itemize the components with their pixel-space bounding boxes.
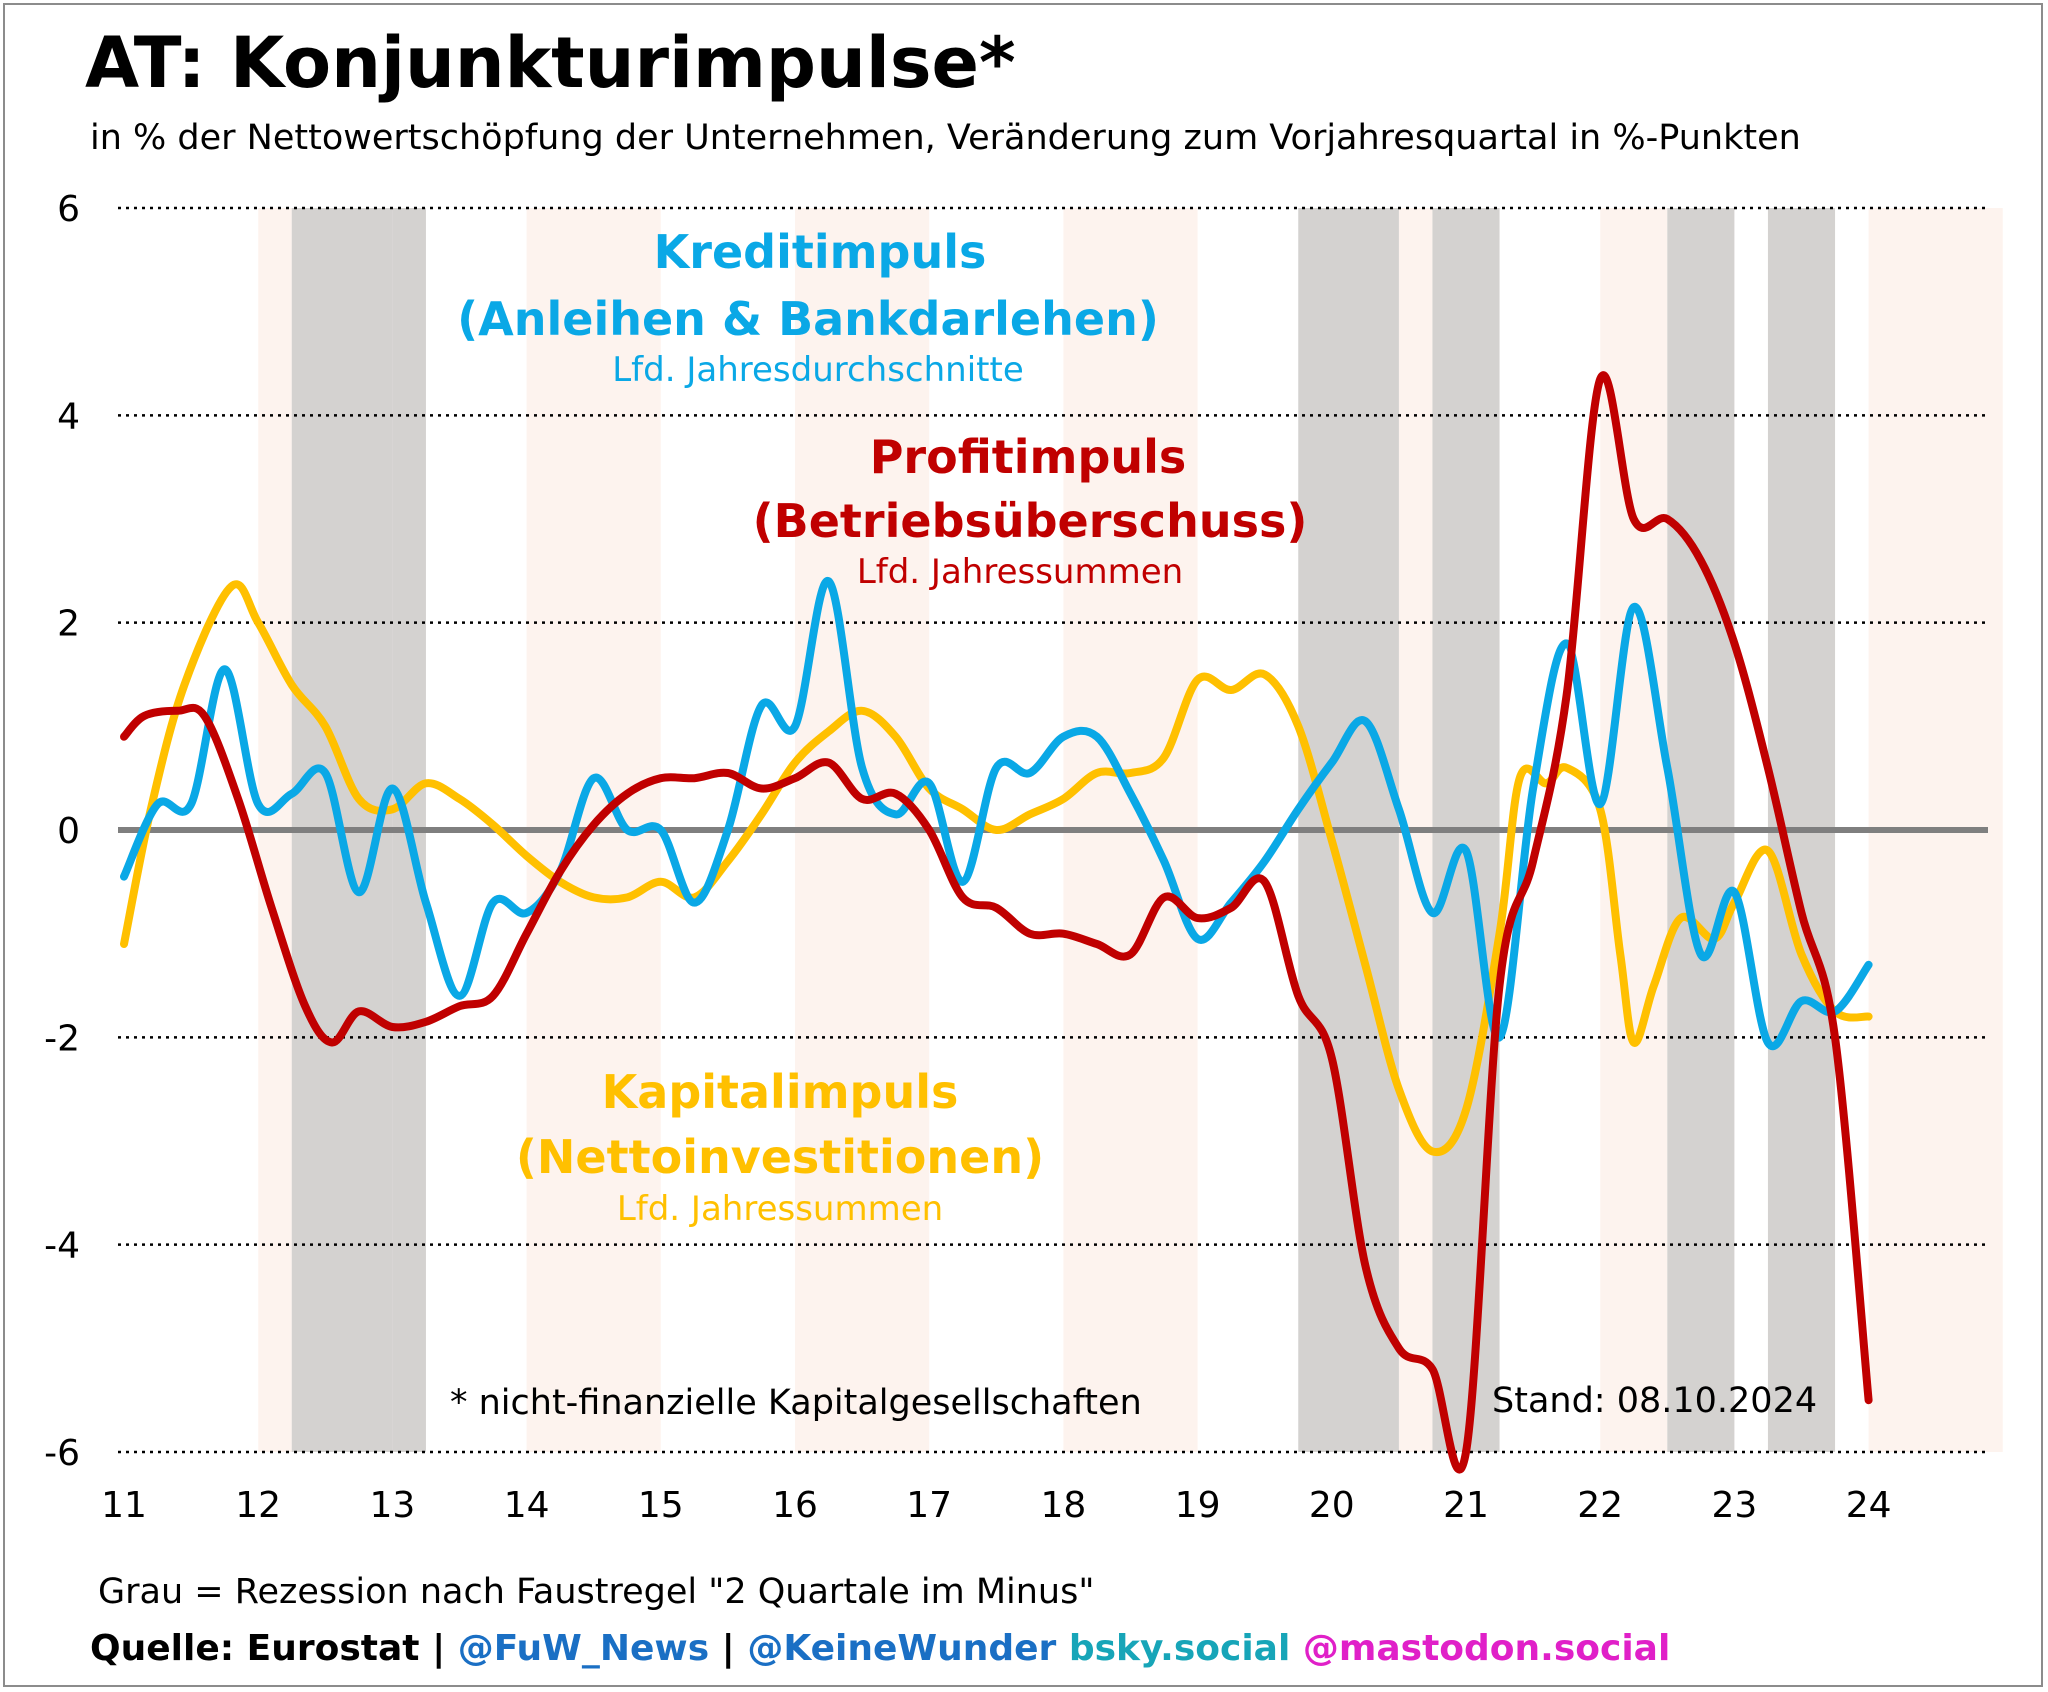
recession-legend-note: Grau = Rezession nach Faustregel "2 Quar… [98, 1572, 1095, 1612]
kredit-label-subtitle: (Anleihen & Bankdarlehen) [457, 292, 1159, 346]
annotation-profitimpuls: Profitimpuls (Betriebsüberschuss) Lfd. J… [753, 430, 1308, 592]
x-tick-label: 18 [1040, 1485, 1086, 1526]
profit-label-title: Profitimpuls [870, 430, 1187, 484]
chart-subtitle: in % der Nettowertschöpfung der Unterneh… [90, 118, 1801, 158]
y-tick-label: 2 [57, 604, 80, 645]
y-tick-label: -2 [44, 1018, 80, 1059]
footnote: * nicht-finanzielle Kapitalgesellschafte… [450, 1383, 1142, 1423]
x-axis-ticks: 11 12 13 14 15 16 17 18 19 20 21 22 23 24 [101, 1485, 1891, 1526]
y-tick-label: 6 [57, 189, 80, 230]
kredit-label-note: Lfd. Jahresdurchschnitte [612, 350, 1024, 390]
y-tick-label: -6 [44, 1433, 80, 1474]
footer-handle-fuw[interactable]: @FuW_News [457, 1628, 710, 1669]
x-tick-label: 14 [504, 1485, 550, 1526]
x-tick-label: 22 [1577, 1485, 1623, 1526]
annotation-kreditimpuls: Kreditimpuls (Anleihen & Bankdarlehen) L… [457, 225, 1159, 390]
x-tick-label: 24 [1846, 1485, 1892, 1526]
series-line-kreditimpuls [120, 577, 1873, 1050]
series-lines [120, 371, 1873, 1474]
x-tick-label: 19 [1175, 1485, 1221, 1526]
footer-handle-keinewunder[interactable]: @KeineWunder [747, 1628, 1057, 1669]
series-line-kapitalimpuls [120, 580, 1873, 1157]
y-axis-ticks: 6 4 2 0 -2 -4 -6 [44, 189, 80, 1474]
kapital-label-note: Lfd. Jahressummen [617, 1189, 943, 1229]
x-tick-label: 16 [772, 1485, 818, 1526]
footer-handle-bsky[interactable]: bsky.social [1056, 1628, 1291, 1669]
x-tick-label: 12 [235, 1485, 281, 1526]
footer-sep-1: | [419, 1628, 458, 1669]
profit-label-note: Lfd. Jahressummen [857, 552, 1183, 592]
x-tick-label: 15 [638, 1485, 684, 1526]
footer-handle-mastodon[interactable]: @mastodon.social [1290, 1628, 1671, 1669]
y-tick-label: 4 [57, 396, 80, 437]
y-tick-label: -4 [44, 1226, 80, 1267]
source-footer: Quelle: Eurostat | @FuW_News | @KeineWun… [90, 1628, 1670, 1669]
kredit-label-title: Kreditimpuls [654, 225, 987, 279]
x-tick-label: 23 [1711, 1485, 1757, 1526]
stand-date: Stand: 08.10.2024 [1492, 1381, 1817, 1421]
footer-source: Quelle: Eurostat [90, 1628, 420, 1669]
x-tick-label: 21 [1443, 1485, 1489, 1526]
kapital-label-title: Kapitalimpuls [602, 1065, 959, 1119]
y-tick-label: 0 [57, 811, 80, 852]
profit-label-subtitle: (Betriebsüberschuss) [753, 494, 1308, 548]
chart-title: AT: Konjunkturimpulse* [85, 22, 1016, 104]
x-tick-label: 11 [101, 1485, 147, 1526]
x-tick-label: 17 [906, 1485, 952, 1526]
series-line-profitimpuls [120, 371, 1873, 1474]
footer-sep-2: | [709, 1628, 748, 1669]
x-tick-label: 13 [369, 1485, 415, 1526]
x-tick-label: 20 [1309, 1485, 1355, 1526]
annotation-kapitalimpuls: Kapitalimpuls (Nettoinvestitionen) Lfd. … [516, 1065, 1044, 1229]
kapital-label-subtitle: (Nettoinvestitionen) [516, 1130, 1044, 1184]
